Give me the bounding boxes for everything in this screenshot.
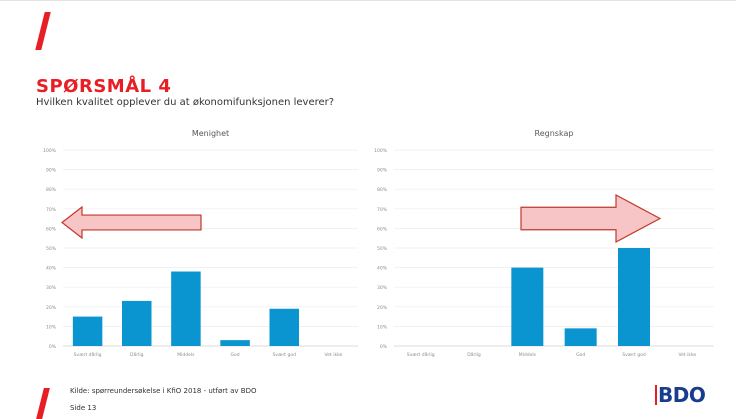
x-tick-label: Vet ikke: [325, 352, 343, 358]
accent-bar-top: [35, 12, 51, 50]
x-tick-label: Middels: [519, 352, 537, 358]
y-tick-label: 50%: [377, 246, 388, 252]
y-tick-label: 100%: [43, 148, 57, 154]
slide-subtitle: Hvilken kvalitet opplever du at økonomif…: [36, 97, 335, 108]
y-tick-label: 60%: [377, 226, 388, 232]
bar: [511, 267, 544, 346]
top-border: [0, 0, 736, 1]
y-tick-label: 50%: [46, 246, 57, 252]
y-tick-label: 100%: [374, 148, 388, 154]
bdo-logo-bar: [655, 385, 657, 405]
y-tick-label: 40%: [377, 266, 388, 272]
y-tick-label: 30%: [377, 285, 388, 291]
y-tick-label: 70%: [46, 207, 57, 213]
y-tick-label: 70%: [377, 207, 388, 213]
footer-page-number: Side 13: [70, 404, 97, 412]
slide-title: SPØRSMÅL 4: [36, 76, 172, 97]
accent-bar-bottom: [36, 388, 50, 419]
footer-source: Kilde: spørreundersøkelse i KfiO 2018 - …: [70, 387, 257, 395]
chart-menighet: Menighet 0% 10% 20% 30% 40% 50% 60% 70% 80% 90% 100…: [43, 129, 358, 358]
x-tick-label: God: [576, 352, 585, 358]
chart-title: Menighet: [192, 129, 229, 138]
bar: [269, 308, 299, 346]
bar: [122, 300, 152, 346]
y-tick-label: 60%: [46, 226, 57, 232]
y-tick-label: 80%: [46, 187, 57, 193]
bar: [220, 340, 250, 346]
y-tick-label: 10%: [46, 324, 57, 330]
y-tick-label: 90%: [46, 168, 57, 174]
y-tick-label: 20%: [377, 305, 388, 311]
x-tick-label: God: [231, 352, 240, 358]
bdo-logo: BDO: [655, 383, 706, 407]
y-tick-label: 80%: [377, 187, 388, 193]
x-tick-label: Dårlig: [467, 351, 481, 358]
x-tick-label: Svært dårlig: [74, 351, 102, 358]
chart-title: Regnskap: [535, 129, 574, 138]
bar: [171, 271, 201, 346]
y-tick-label: 90%: [377, 168, 388, 174]
y-tick-label: 40%: [46, 266, 57, 272]
y-tick-label: 10%: [377, 324, 388, 330]
bar: [618, 248, 650, 346]
x-tick-label: Svært dårlig: [407, 351, 435, 358]
x-tick-label: Svært god: [622, 352, 646, 358]
x-tick-label: Middels: [177, 352, 195, 358]
x-tick-label: Vet ikke: [678, 352, 696, 358]
y-tick-label: 20%: [46, 305, 57, 311]
arrow-right-annotation: [520, 193, 662, 244]
y-tick-label: 0%: [380, 344, 388, 350]
y-tick-label: 30%: [46, 285, 57, 291]
arrow-left-annotation: [61, 205, 202, 240]
bdo-logo-text: BDO: [658, 383, 706, 407]
y-tick-label: 0%: [49, 344, 57, 350]
x-tick-label: Svært god: [273, 352, 297, 358]
chart-regnskap: Regnskap 0% 10% 20% 30% 40% 50% 60% 70% 80% 90% 100…: [374, 129, 714, 358]
x-tick-label: Dårlig: [130, 351, 144, 358]
bar: [564, 328, 597, 346]
bar: [72, 316, 103, 346]
